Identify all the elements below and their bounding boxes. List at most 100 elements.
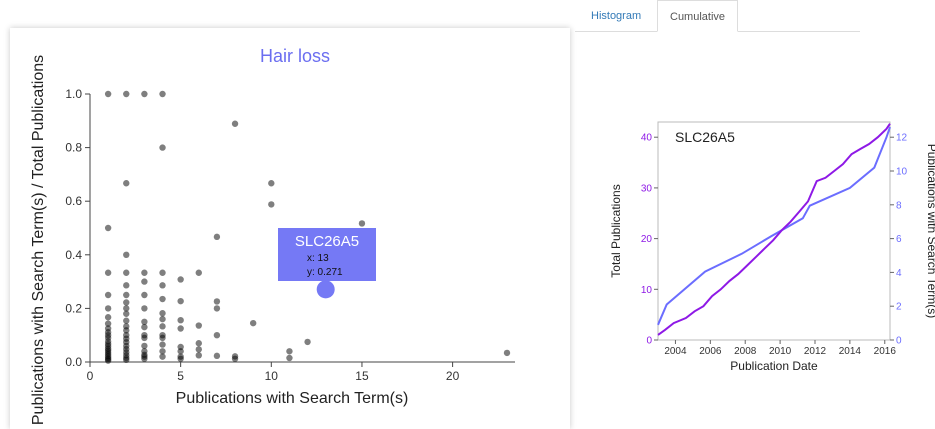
scatter-point[interactable] — [123, 269, 130, 276]
scatter-point[interactable] — [213, 332, 221, 339]
scatter-point[interactable] — [141, 291, 148, 299]
scatter-point[interactable] — [503, 349, 511, 357]
right-y-tick-label: 6 — [896, 234, 902, 245]
scatter-point[interactable] — [159, 353, 166, 360]
tab-cumulative[interactable]: Cumulative — [657, 0, 739, 32]
right-y-tick-label: 12 — [896, 133, 908, 144]
scatter-point[interactable] — [123, 305, 130, 312]
scatter-point[interactable] — [231, 355, 239, 362]
scatter-point[interactable] — [159, 323, 166, 330]
scatter-point[interactable] — [123, 180, 130, 187]
scatter-point[interactable] — [213, 298, 221, 305]
x-axis-label: Publications with Search Term(s) — [176, 390, 409, 407]
scatter-point[interactable] — [159, 341, 166, 348]
scatter-point[interactable] — [213, 233, 221, 241]
scatter-point[interactable] — [123, 251, 130, 258]
scatter-point[interactable] — [141, 334, 148, 342]
highlighted-point[interactable] — [316, 280, 335, 299]
x-tick-label: 15 — [355, 369, 369, 383]
scatter-point[interactable] — [195, 346, 202, 353]
scatter-point[interactable] — [159, 144, 166, 151]
tab-histogram[interactable]: Histogram — [591, 10, 642, 22]
scatter-point[interactable] — [213, 352, 221, 360]
scatter-panel: Hair loss 0.0 0.2 0.4 0.6 0.8 1.0 0 5 10 15 20 Pu… — [10, 28, 570, 429]
x-tick-label: 2014 — [839, 346, 862, 357]
scatter-point[interactable] — [159, 90, 166, 98]
scatter-point[interactable] — [304, 338, 311, 346]
scatter-point[interactable] — [159, 310, 166, 317]
scatter-point[interactable] — [123, 282, 130, 289]
x-tick-label: 5 — [177, 369, 184, 383]
scatter-point[interactable] — [141, 318, 148, 325]
left-y-tick-label: 30 — [641, 183, 653, 194]
scatter-point[interactable] — [286, 354, 293, 362]
scatter-point[interactable] — [159, 269, 166, 276]
scatter-point[interactable] — [159, 295, 166, 303]
x-axis-label: Publication Date — [730, 359, 818, 373]
scatter-point[interactable] — [123, 291, 130, 299]
right-y-tick-label: 0 — [896, 336, 902, 347]
scatter-point[interactable] — [104, 305, 112, 312]
right-y-tick-label: 10 — [896, 167, 908, 178]
scatter-axes — [89, 94, 515, 363]
x-tick-label: 2006 — [699, 346, 722, 357]
scatter-point[interactable] — [286, 348, 293, 355]
scatter-point[interactable] — [159, 348, 166, 355]
scatter-point[interactable] — [159, 315, 166, 323]
scatter-point[interactable] — [177, 316, 184, 324]
scatter-point[interactable] — [141, 278, 148, 285]
scatter-point[interactable] — [177, 355, 184, 362]
y-ticks: 0.0 0.2 0.4 0.6 0.8 1.0 — [65, 87, 90, 369]
scatter-point[interactable] — [177, 297, 184, 305]
scatter-point[interactable] — [104, 357, 112, 364]
scatter-point[interactable] — [177, 348, 184, 355]
scatter-point[interactable] — [104, 291, 112, 299]
scatter-point[interactable] — [195, 269, 202, 276]
x-tick-label: 10 — [265, 369, 279, 383]
y-tick-label: 0.6 — [65, 194, 82, 208]
scatter-point[interactable] — [123, 299, 130, 306]
scatter-point[interactable] — [141, 90, 148, 98]
scatter-point[interactable] — [268, 180, 275, 187]
scatter-point[interactable] — [141, 269, 148, 276]
scatter-point[interactable] — [195, 322, 202, 329]
scatter-point[interactable] — [104, 320, 112, 327]
right-y-tick-label: 8 — [896, 200, 902, 211]
scatter-point[interactable] — [177, 325, 184, 332]
y-tick-label: 0.2 — [65, 301, 82, 315]
scatter-point[interactable] — [231, 120, 239, 127]
scatter-point[interactable] — [123, 310, 130, 317]
scatter-point[interactable] — [123, 356, 130, 364]
scatter-point[interactable] — [104, 224, 112, 232]
tooltip-y: y: 0.271 — [307, 267, 343, 278]
scatter-point[interactable] — [249, 319, 257, 327]
scatter-point[interactable] — [141, 323, 148, 331]
scatter-point[interactable] — [195, 340, 202, 347]
scatter-point[interactable] — [268, 201, 275, 208]
cumulative-lines — [657, 123, 891, 336]
scatter-point[interactable] — [213, 305, 221, 312]
left-y-tick-label: 40 — [641, 133, 653, 144]
scatter-point[interactable] — [104, 314, 112, 321]
right-y-tick-label: 4 — [896, 268, 902, 279]
scatter-point[interactable] — [358, 220, 366, 227]
y-tick-label: 1.0 — [65, 87, 82, 101]
tooltip-box — [278, 228, 376, 281]
left-y-axis-label: Total Publications — [609, 184, 623, 277]
cumulative-chart: SLC26A5 2004 2006 2008 2010 2012 2014 2016 010… — [609, 121, 935, 373]
scatter-point[interactable] — [141, 305, 148, 312]
scatter-point[interactable] — [159, 334, 166, 342]
scatter-point[interactable] — [141, 342, 148, 350]
scatter-point[interactable] — [123, 327, 130, 334]
scatter-point[interactable] — [141, 355, 148, 362]
scatter-point[interactable] — [104, 90, 112, 98]
scatter-point[interactable] — [123, 90, 130, 98]
scatter-point[interactable] — [123, 317, 130, 324]
chart-tabs: Histogram Cumulative — [575, 0, 860, 32]
scatter-point[interactable] — [159, 282, 166, 289]
tooltip-x: x: 13 — [307, 253, 329, 264]
scatter-point[interactable] — [104, 269, 112, 276]
scatter-point[interactable] — [195, 352, 202, 359]
scatter-point[interactable] — [177, 276, 184, 283]
y-tick-label: 0.0 — [65, 355, 82, 369]
